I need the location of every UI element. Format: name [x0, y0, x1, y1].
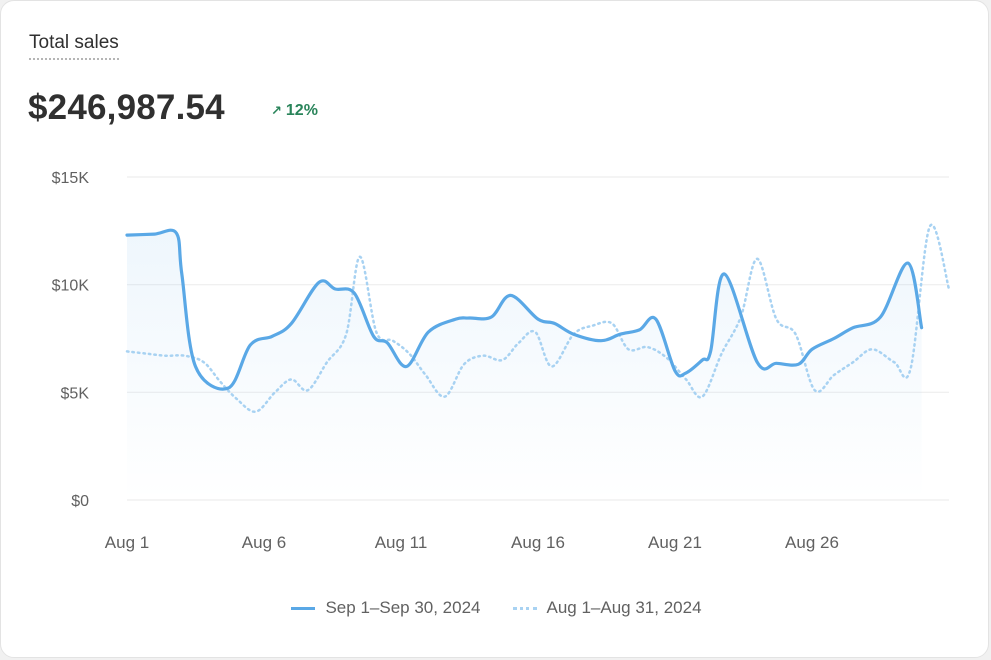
x-tick-label: Aug 11	[375, 533, 428, 552]
series-layer	[125, 223, 951, 500]
x-tick-label: Aug 6	[242, 533, 286, 552]
x-tick-label: Aug 1	[105, 533, 149, 552]
legend-item-current[interactable]: Sep 1–Sep 30, 2024	[291, 598, 481, 618]
change-percent: 12%	[285, 102, 318, 119]
y-tick-label: $0	[71, 493, 89, 510]
y-tick-label: $10K	[52, 278, 90, 295]
y-tick-label: $15K	[52, 170, 90, 187]
x-axis: Aug 1 Aug 6 Aug 11 Aug 16 Aug 21 Aug 26	[105, 533, 839, 552]
change-indicator: ↗ 12%	[271, 102, 318, 120]
series-line-previous	[125, 223, 951, 413]
legend-item-previous[interactable]: Aug 1–Aug 31, 2024	[512, 598, 702, 618]
card-title[interactable]: Total sales	[29, 32, 119, 60]
current-series-area	[127, 230, 922, 500]
y-axis: $0 $5K $10K $15K	[52, 170, 90, 510]
x-tick-label: Aug 26	[785, 533, 839, 552]
arrow-up-right-icon: ↗	[271, 103, 282, 118]
sales-line-chart: $0$5K$10K$15K Aug 1 Aug 6 Aug 11 Aug 16 Aug …	[52, 170, 951, 552]
total-sales-value: $246,987.54	[28, 88, 225, 127]
chart-legend: Sep 1–Sep 30, 2024 Aug 1–Aug 31, 2024	[1, 598, 991, 618]
x-tick-label: Aug 16	[511, 533, 565, 552]
legend-label-current: Sep 1–Sep 30, 2024	[325, 598, 481, 617]
series-line-current	[125, 228, 924, 391]
dotted-line-swatch	[512, 606, 537, 610]
y-tick-label: $5K	[61, 385, 90, 402]
solid-line-swatch	[291, 606, 316, 610]
x-tick-label: Aug 21	[648, 533, 702, 552]
legend-label-previous: Aug 1–Aug 31, 2024	[546, 598, 702, 617]
